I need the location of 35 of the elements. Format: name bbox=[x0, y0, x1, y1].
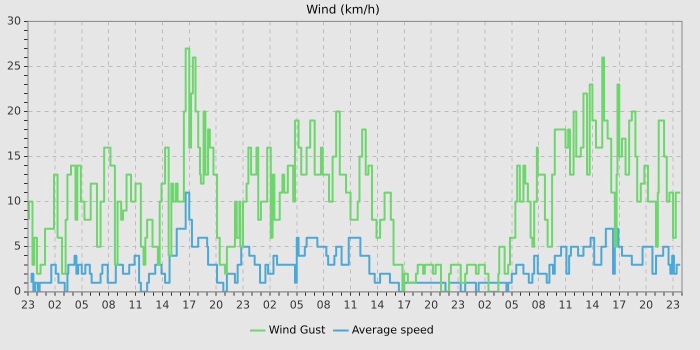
y-tick-label: 5 bbox=[14, 240, 21, 253]
x-tick-label: 23 bbox=[451, 298, 466, 312]
x-tick-label: 17 bbox=[612, 298, 626, 312]
x-tick-label: 11 bbox=[558, 298, 573, 312]
x-tick-label: 20 bbox=[209, 298, 224, 312]
x-tick-label: 05 bbox=[504, 298, 519, 312]
x-tick-label: 23 bbox=[666, 298, 680, 312]
y-tick-label: 0 bbox=[14, 284, 21, 298]
x-tick-label: 05 bbox=[74, 298, 89, 312]
x-tick-label: 17 bbox=[182, 298, 196, 312]
x-tick-label: 23 bbox=[20, 298, 35, 312]
legend-label: Average speed bbox=[352, 323, 434, 336]
x-tick-label: 02 bbox=[478, 298, 492, 312]
x-tick-label: 08 bbox=[532, 298, 546, 312]
y-tick-label: 30 bbox=[6, 14, 21, 28]
y-tick-label: 25 bbox=[6, 59, 21, 72]
y-tick-label: 10 bbox=[6, 194, 21, 208]
x-tick-label: 20 bbox=[424, 298, 438, 312]
x-tick-label: 20 bbox=[639, 298, 654, 312]
x-tick-label: 02 bbox=[262, 298, 277, 312]
x-tick-label: 14 bbox=[585, 298, 600, 312]
x-tick-label: 08 bbox=[102, 298, 116, 312]
x-tick-label: 02 bbox=[48, 298, 62, 312]
legend-label: Wind Gust bbox=[268, 323, 326, 336]
x-tick-label: 14 bbox=[155, 298, 170, 312]
x-tick-label: 11 bbox=[128, 298, 143, 312]
x-tick-label: 11 bbox=[344, 298, 358, 312]
y-tick-label: 15 bbox=[6, 149, 21, 162]
x-tick-label: 23 bbox=[236, 298, 250, 312]
y-tick-label: 20 bbox=[6, 104, 21, 118]
x-tick-label: 14 bbox=[370, 298, 384, 312]
chart-title: Wind (km/h) bbox=[306, 2, 380, 16]
x-tick-label: 05 bbox=[290, 298, 304, 312]
x-tick-label: 08 bbox=[316, 298, 331, 312]
x-tick-label: 17 bbox=[397, 298, 412, 312]
